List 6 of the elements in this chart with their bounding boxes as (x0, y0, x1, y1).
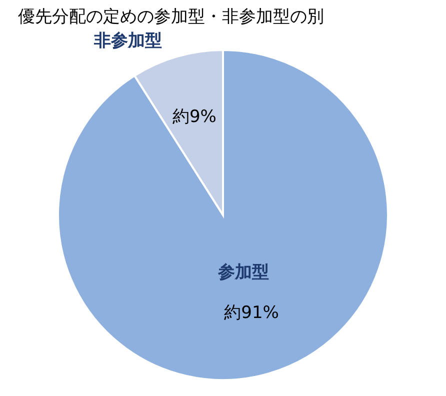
chart-title: 優先分配の定めの参加型・非参加型の別 (18, 7, 324, 28)
data-label: 約91% (224, 303, 279, 324)
slice-label: 非参加型 (93, 31, 162, 52)
pie-slice (57, 49, 389, 381)
data-label: 約9% (172, 106, 216, 127)
slice-label: 参加型 (217, 262, 270, 282)
